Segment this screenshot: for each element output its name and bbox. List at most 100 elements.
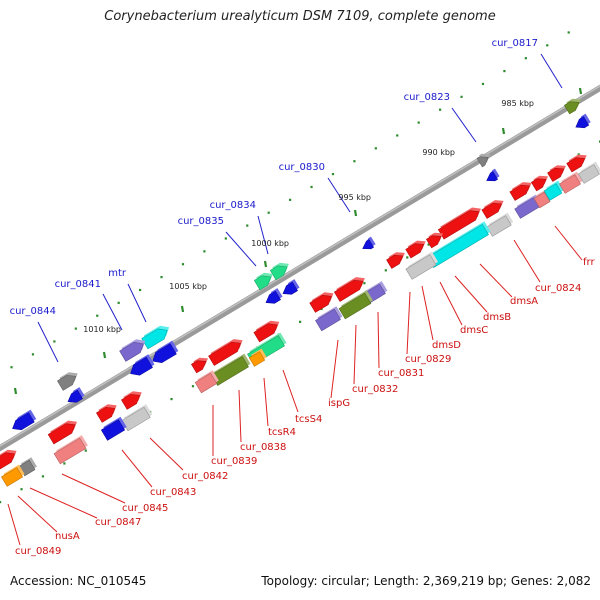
gene-front-face [0,452,15,470]
gene-nusA [1,464,25,487]
gene-blue-mtr-b [152,340,179,364]
label-tcsS4-leader [282,369,299,413]
gene-red-dms-a [481,200,504,219]
label-cur-0847-leader [29,487,98,519]
outer-kbp-dot [353,160,356,163]
gene-cur-0845 [47,420,78,445]
gene-front-face [566,157,586,173]
kbp-labels: 985 kbp 990 kbp 995 kbp 1000 kbp 1005 kbp 101… [83,99,534,334]
label-cur-0817: cur_0817 [492,38,538,49]
gene-blue-left [12,409,37,431]
gene-dmsA [437,207,481,240]
label-cur-0831-leader [377,311,380,369]
label-nusA: nusA [55,531,80,542]
gene-front-face [100,419,126,441]
label-leader-lines [7,53,583,546]
gene-cur-0824 [543,180,564,201]
gene-tcsR4 [248,348,267,367]
inner-kbp-dot [84,449,87,452]
gene-cur-0823 [476,153,491,168]
gene-cur-0832 [333,277,365,302]
gene-front-face [194,372,218,394]
outer-kbp-dot [267,211,270,214]
kbp-label: 1000 kbp [251,239,289,248]
map-title: Corynebacterium urealyticum DSM 7109, co… [104,9,496,24]
kbp-label: 1005 kbp [169,282,207,291]
outer-kbp-dot [53,340,56,343]
outer-kbp-dot [246,224,249,227]
label-dmsC: dmsC [460,325,488,336]
gene-front-face [309,294,332,313]
label-cur-0831: cur_0831 [378,368,424,379]
label-cur-0834-leader [257,215,269,255]
label-cur-0838: cur_0838 [240,442,286,453]
gene-front-face [559,174,581,194]
gene-blue-0841b [130,354,155,376]
label-dmsB-leader [454,275,488,313]
gene-red-frr-a [509,182,532,201]
gene-features [0,98,600,487]
label-frr-leader [554,225,583,261]
label-cur-0830-leader [327,177,351,213]
label-cur-0849-leader [7,503,21,546]
gene-front-face [208,341,241,366]
gene-blue-top [575,113,591,129]
gene-front-face [130,356,153,376]
gene-blue-0843 [100,416,127,441]
kbp-tick [578,87,583,95]
label-ispG-leader [330,339,339,399]
outer-kbp-dot [160,275,163,279]
outer-kbp-dot [74,327,77,330]
gene-front-face [338,292,372,320]
inner-kbp-dot [20,488,23,491]
label-nusA-leader [17,495,58,533]
inner-kbp-dot [427,243,430,246]
kbp-label: 985 kbp [501,99,534,108]
gene-gray-dms [486,212,514,237]
gene-front-face [531,178,547,192]
gene-cur-0835 [253,272,273,291]
gene-cur-0817 [564,98,582,115]
outer-kbp-dot [289,198,292,201]
gene-frr [566,154,587,173]
gene-front-face [141,328,168,350]
outer-kbp-dot [439,108,442,111]
outer-kbp-dot [31,353,35,356]
gene-front-face [12,412,35,431]
label-cur-0843-leader [121,449,153,488]
kbp-tick [102,351,107,359]
inner-kbp-dot [170,397,173,401]
gene-blue-0834b [282,279,300,295]
label-cur-0829-leader [406,291,411,355]
label-cur-0842-leader [149,437,184,471]
gene-blue-0823b [486,168,500,182]
gene-front-face [53,437,87,465]
outer-kbp-dot [503,69,506,73]
gene-pink-0824b [559,171,583,194]
gene-front-face [265,290,281,304]
gene-cur-0843 [96,404,117,423]
gene-front-face [47,423,76,445]
inner-kbp-dot [191,385,195,388]
gene-front-face [386,254,404,269]
gene-cur-0842 [121,391,142,410]
gene-olive-0832 [338,290,373,320]
gene-blue-0835b [265,288,283,304]
gene-front-face [509,184,531,201]
gene-front-face [315,308,341,332]
label-tcsR4-leader [263,377,269,427]
gene-front-face [1,467,23,487]
inner-kbp-dot [0,501,2,504]
kbp-tick [263,260,268,268]
gene-front-face [282,281,298,295]
label-dmsA-leader [479,263,513,298]
gene-front-face [486,171,499,182]
gene-front-face [564,101,580,115]
label-tcsR4: tcsR4 [268,427,296,438]
gene-front-face [405,254,437,280]
gene-front-face [437,210,480,240]
gene-front-face [547,167,565,182]
gene-front-face [152,343,177,364]
gene-front-face [96,406,116,423]
